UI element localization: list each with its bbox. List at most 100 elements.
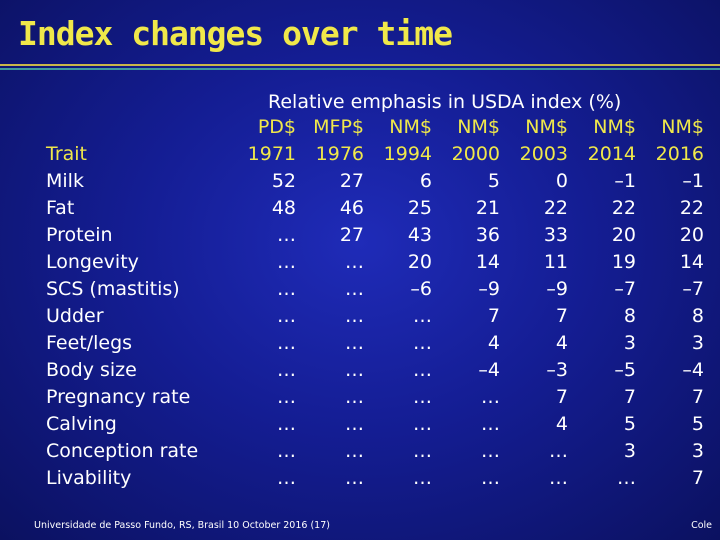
index-name-cell: NM$ [525,116,568,138]
weight-cell: … [481,413,500,435]
year-cell: 1994 [383,143,432,165]
weight-cell: –7 [614,278,636,300]
weight-cell: … [345,305,364,327]
trait-name: Conception rate [46,440,199,462]
weight-cell: 5 [487,170,500,192]
weight-cell: 3 [623,332,636,354]
weight-cell: … [549,440,568,462]
weight-cell: 7 [691,386,704,408]
trait-row: Calving … … … … 4 5 5 [40,411,704,438]
trait-column-header: Trait [46,143,87,165]
weight-cell: 11 [543,251,568,273]
index-name-cell: NM$ [389,116,432,138]
weight-cell: … [345,359,364,381]
weight-cell: … [413,332,432,354]
weight-cell: 27 [339,224,364,246]
weight-cell: … [345,440,364,462]
weight-cell: 20 [611,224,636,246]
trait-row: Livability … … … … … … 7 [40,465,704,492]
weight-cell: 43 [407,224,432,246]
weight-cell: 25 [407,197,432,219]
trait-name: Fat [46,197,75,219]
weight-cell: … [413,359,432,381]
weight-cell: 21 [475,197,500,219]
index-table: PD$ MFP$ NM$ NM$ NM$ NM$ NM$ Trait 1971 … [40,114,704,492]
weight-cell: –4 [682,359,704,381]
weight-cell: 22 [679,197,704,219]
weight-cell: –9 [478,278,500,300]
year-row: Trait 1971 1976 1994 2000 2003 2014 2016 [40,141,704,168]
weight-cell: 7 [623,386,636,408]
trait-row: Pregnancy rate … … … … 7 7 7 [40,384,704,411]
weight-cell: 8 [691,305,704,327]
weight-cell: 48 [271,197,296,219]
weight-cell: … [617,467,636,489]
weight-cell: … [345,278,364,300]
title-divider-gold [0,64,720,66]
weight-cell: –4 [478,359,500,381]
index-name-cell: NM$ [593,116,636,138]
index-name-row: PD$ MFP$ NM$ NM$ NM$ NM$ NM$ [40,114,704,141]
weight-cell: … [413,467,432,489]
weight-cell: 7 [555,386,568,408]
index-name-cell: MFP$ [313,116,364,138]
trait-name: Udder [46,305,104,327]
weight-cell: … [481,440,500,462]
slide-title: Index changes over time [18,14,453,53]
weight-cell: –1 [682,170,704,192]
weight-cell: –5 [614,359,636,381]
weight-cell: … [345,332,364,354]
weight-cell: 27 [339,170,364,192]
weight-cell: 52 [271,170,296,192]
trait-name: Body size [46,359,137,381]
trait-name: Longevity [46,251,139,273]
weight-cell: … [549,467,568,489]
weight-cell: … [345,251,364,273]
weight-cell: 7 [487,305,500,327]
trait-name: SCS (mastitis) [46,278,180,300]
year-cell: 1971 [247,143,296,165]
weight-cell: 0 [555,170,568,192]
weight-cell: … [277,467,296,489]
weight-cell: … [277,413,296,435]
weight-cell: 7 [691,467,704,489]
weight-cell: … [277,332,296,354]
trait-name: Livability [46,467,132,489]
weight-cell: … [413,413,432,435]
weight-cell: 4 [487,332,500,354]
weight-cell: 8 [623,305,636,327]
weight-cell: 36 [475,224,500,246]
weight-cell: … [345,413,364,435]
footer-author: Cole [691,520,712,531]
trait-row: Conception rate … … … … … 3 3 [40,438,704,465]
weight-cell: … [481,386,500,408]
trait-row: Longevity … … 20 14 11 19 14 [40,249,704,276]
weight-cell: 14 [475,251,500,273]
index-name-cell: NM$ [457,116,500,138]
weight-cell: 4 [555,413,568,435]
weight-cell: 46 [339,197,364,219]
index-name-row-label [40,114,228,141]
trait-name: Pregnancy rate [46,386,191,408]
weight-cell: … [277,278,296,300]
year-cell: 2000 [451,143,500,165]
trait-row: Milk 52 27 6 5 0 –1 –1 [40,168,704,195]
weight-cell: … [277,440,296,462]
trait-name: Feet/legs [46,332,133,354]
trait-row: Fat 48 46 25 21 22 22 22 [40,195,704,222]
trait-row: SCS (mastitis) … … –6 –9 –9 –7 –7 [40,276,704,303]
trait-row: Body size … … … –4 –3 –5 –4 [40,357,704,384]
weight-cell: 3 [691,440,704,462]
weight-cell: –9 [546,278,568,300]
weight-cell: 3 [691,332,704,354]
trait-row: Protein … 27 43 36 33 20 20 [40,222,704,249]
weight-cell: 7 [555,305,568,327]
weight-cell: 20 [407,251,432,273]
trait-name: Milk [46,170,84,192]
weight-cell: … [413,305,432,327]
weight-cell: … [277,359,296,381]
weight-cell: … [413,440,432,462]
column-group-header: Relative emphasis in USDA index (%) [268,91,622,113]
weight-cell: … [277,251,296,273]
weight-cell: 6 [419,170,432,192]
